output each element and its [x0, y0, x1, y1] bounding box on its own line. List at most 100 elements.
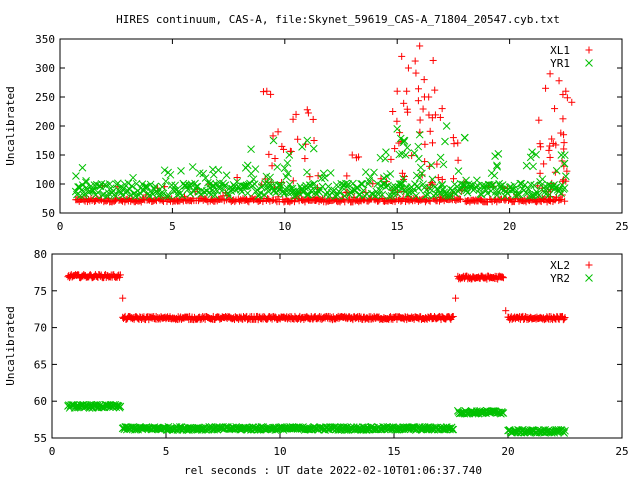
data-point	[309, 144, 318, 153]
data-point	[287, 148, 295, 156]
data-point	[546, 70, 554, 78]
data-point	[562, 87, 570, 95]
data-point	[250, 180, 259, 188]
data-point	[412, 191, 420, 200]
data-point	[159, 189, 168, 198]
data-point	[72, 172, 80, 180]
data-point	[116, 271, 124, 279]
data-point	[415, 130, 424, 139]
data-point	[177, 167, 185, 175]
data-point	[331, 192, 340, 200]
legend-marker	[585, 46, 593, 54]
data-point	[261, 179, 270, 188]
data-point	[158, 183, 167, 191]
x-tick-label: 10	[273, 445, 286, 458]
data-point	[546, 142, 554, 150]
data-point	[381, 183, 390, 191]
data-point	[82, 176, 90, 185]
data-point	[413, 182, 422, 190]
data-point	[555, 77, 563, 85]
y-tick-label: 300	[35, 62, 55, 75]
data-point	[404, 108, 412, 116]
data-point	[560, 139, 568, 147]
data-point	[450, 140, 458, 148]
data-point	[546, 153, 554, 161]
y-tick-label: 350	[35, 33, 55, 46]
data-point	[269, 132, 277, 140]
bottom-ylabel: Uncalibrated	[4, 306, 17, 385]
data-point	[449, 312, 457, 320]
data-point	[524, 185, 533, 193]
series-yr2	[64, 400, 569, 437]
data-point	[561, 197, 569, 205]
data-point	[158, 196, 166, 204]
legend-label: XL2	[550, 259, 570, 272]
data-point	[78, 163, 87, 172]
bottom-axes: 0 5 10 15 20 25 55 60 65 70 75 80	[34, 248, 629, 458]
data-point	[387, 191, 396, 200]
bottom-plot-frame	[51, 253, 623, 439]
data-point	[201, 174, 210, 182]
data-point	[391, 145, 399, 153]
legend-label: XL1	[550, 44, 570, 57]
data-point	[414, 142, 423, 151]
data-point	[205, 184, 214, 192]
data-point	[343, 172, 351, 180]
data-point	[404, 64, 412, 72]
data-point	[416, 163, 425, 172]
data-point	[303, 106, 311, 114]
data-point	[398, 52, 406, 60]
data-point	[386, 170, 395, 178]
legend-marker	[585, 59, 593, 67]
x-tick-label: 20	[501, 445, 514, 458]
data-point	[499, 273, 507, 281]
chart-title: HIRES continuum, CAS-A, file:Skynet_5961…	[116, 13, 560, 26]
data-point	[251, 165, 260, 173]
data-point	[529, 162, 537, 171]
data-point	[431, 86, 439, 94]
data-point	[560, 184, 569, 192]
data-point	[438, 175, 446, 183]
data-point	[393, 125, 402, 133]
data-point	[366, 173, 375, 182]
x-axis-label: rel seconds : UT date 2022-02-10T01:06:3…	[184, 464, 482, 477]
data-point	[560, 145, 568, 153]
y-tick-label: 50	[42, 207, 55, 220]
data-point	[530, 181, 539, 190]
data-point	[515, 190, 523, 199]
y-tick-label: 200	[35, 120, 55, 133]
data-point	[537, 143, 545, 151]
y-tick-label: 80	[34, 248, 47, 261]
data-point	[326, 169, 335, 177]
data-point	[414, 154, 423, 163]
data-point	[449, 425, 458, 434]
data-point	[498, 181, 507, 189]
data-point	[303, 190, 312, 199]
data-point	[285, 151, 294, 159]
data-point	[304, 109, 312, 117]
data-point	[510, 181, 519, 190]
data-point	[421, 198, 429, 206]
x-tick-label: 5	[163, 445, 170, 458]
data-point	[438, 180, 447, 189]
bottom-points	[64, 270, 569, 437]
data-point	[395, 150, 404, 159]
data-point	[160, 166, 169, 175]
data-point	[146, 180, 155, 189]
data-point	[393, 117, 401, 125]
data-point	[414, 85, 422, 93]
data-point	[454, 167, 463, 175]
data-point	[557, 196, 565, 204]
data-point	[438, 105, 446, 113]
data-point	[88, 186, 96, 195]
data-point	[563, 167, 571, 175]
data-point	[124, 179, 133, 188]
data-point	[389, 108, 397, 115]
data-point	[241, 164, 250, 172]
data-point	[204, 178, 212, 187]
data-point	[306, 181, 315, 190]
data-point	[221, 181, 230, 190]
data-point	[290, 198, 298, 206]
data-point	[347, 186, 356, 195]
data-point	[536, 140, 544, 148]
